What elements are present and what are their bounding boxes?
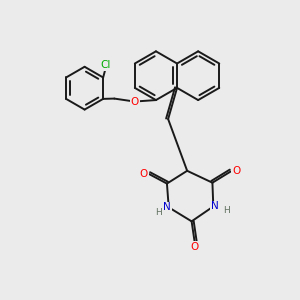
Text: Cl: Cl [100,60,111,70]
Text: N: N [164,202,171,212]
Text: O: O [130,97,139,106]
Text: O: O [190,242,199,252]
Text: O: O [140,169,148,179]
Text: H: H [155,208,162,217]
Text: O: O [232,167,240,176]
Text: N: N [211,202,219,212]
Text: H: H [223,206,230,214]
